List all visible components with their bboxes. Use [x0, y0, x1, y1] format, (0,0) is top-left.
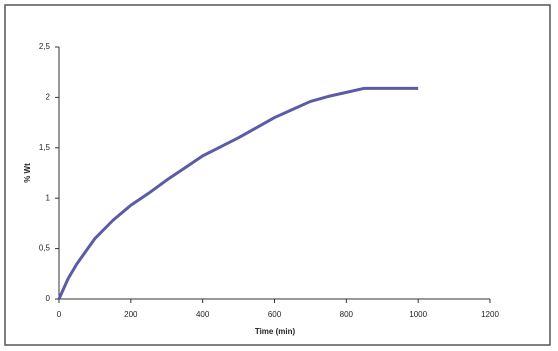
- x-tick-label: 400: [196, 310, 210, 319]
- x-tick-label: 600: [268, 310, 282, 319]
- data-line: [57, 86, 419, 300]
- y-axis-label: % Wt: [23, 163, 32, 183]
- y-tick-label: 2,5: [39, 42, 51, 51]
- y-tick-label: 0: [46, 294, 51, 303]
- y-tick-label: 2: [46, 93, 51, 102]
- x-axis-label: Time (min): [255, 327, 296, 336]
- x-tick-label: 1000: [409, 310, 427, 319]
- chart-frame: [4, 4, 551, 346]
- y-tick-label: 0,5: [39, 244, 51, 253]
- y-tick-label: 1: [46, 193, 51, 202]
- x-tick-label: 800: [340, 310, 354, 319]
- x-tick-label: 0: [57, 310, 62, 319]
- x-tick-label: 1200: [481, 310, 499, 319]
- y-tick-label: 1,5: [39, 143, 51, 152]
- x-tick-label: 200: [124, 310, 138, 319]
